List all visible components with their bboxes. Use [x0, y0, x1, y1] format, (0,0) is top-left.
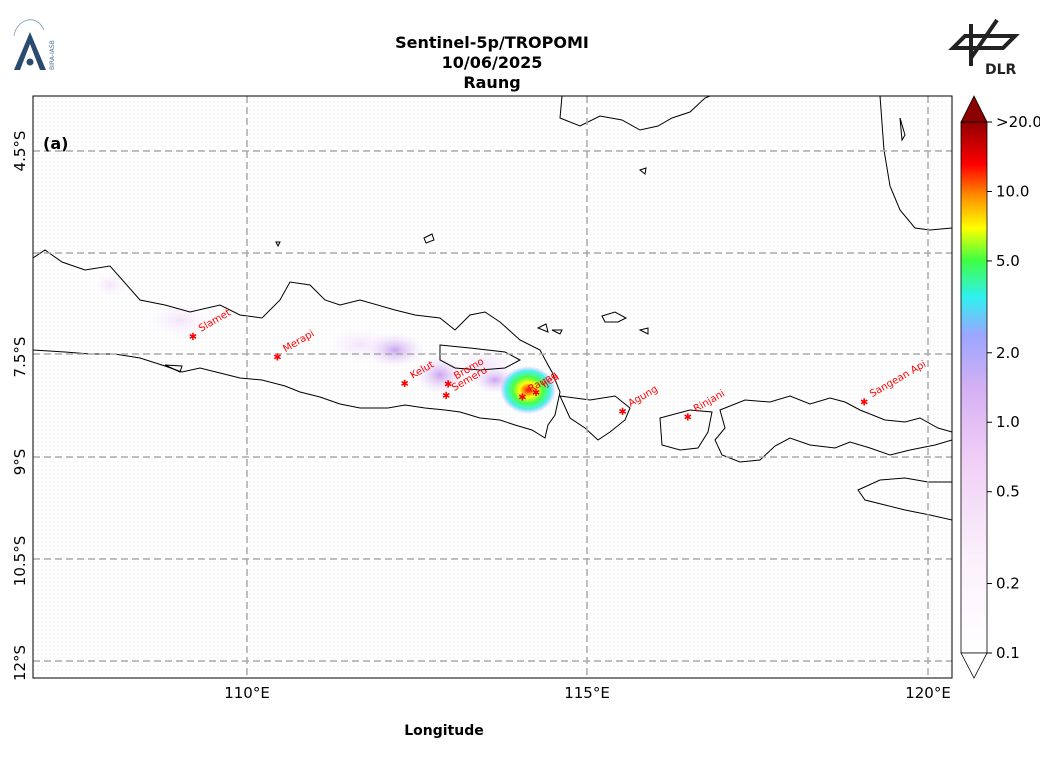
java-island — [33, 249, 561, 439]
colorbar-tick-label: 10.0 — [996, 182, 1029, 200]
volcano-marker-merapi: ✱ — [273, 352, 281, 363]
plot-title: Sentinel-5p/TROPOMI 10/06/2025 Raung — [292, 33, 692, 93]
colorbar-tick-label: 0.5 — [996, 483, 1020, 501]
volcano-marker-agung: ✱ — [618, 407, 626, 418]
sulawesi-coast — [879, 96, 952, 231]
bira-iasb-text: BIRA-IASB — [49, 40, 56, 70]
map-frame — [32, 95, 953, 679]
lon-tick-115E: 115°E — [564, 684, 610, 702]
so2-plume-layer — [90, 270, 556, 414]
colorbar-bottom-extend — [960, 652, 988, 679]
lat-tick-4.5S: 4.5°S — [11, 131, 29, 172]
lat-tick-7.5S: 7.5°S — [11, 337, 29, 378]
lat-tick-10.5S: 10.5°S — [11, 536, 29, 586]
lat-tick-9S: 9°S — [11, 449, 29, 476]
lat-tick-12S: 12°S — [11, 645, 29, 681]
bali-island — [559, 395, 631, 441]
colorbar-top-extend — [960, 95, 988, 123]
dlr-text: DLR — [985, 62, 1017, 78]
lon-tick-120E: 120°E — [905, 684, 951, 702]
volcano-marker-ijen: ✱ — [532, 388, 540, 399]
title-line-3: Raung — [463, 73, 521, 92]
title-line-1: Sentinel-5p/TROPOMI — [395, 33, 589, 52]
map-gridlines — [33, 96, 952, 678]
madura-island — [439, 344, 522, 371]
colorbar: >20.0 10.0 5.0 2.0 1.0 0.5 0.2 0.1 — [960, 95, 1040, 679]
coastlines — [33, 96, 952, 521]
volcano-marker-raung: ✱ — [518, 393, 526, 404]
x-axis-label: Longitude — [404, 723, 484, 739]
panel-label: (a) — [43, 134, 68, 153]
volcano-marker-sangean-api: ✱ — [860, 397, 868, 408]
colorbar-tick-label: 1.0 — [996, 413, 1020, 431]
bira-iasb-logo: BIRA-IASB — [13, 19, 56, 70]
borneo-coast — [559, 96, 711, 131]
volcano-marker-slamet: ✱ — [189, 332, 197, 343]
volcano-marker-bromo: ✱ — [444, 380, 452, 391]
sumbawa-island — [714, 395, 952, 463]
title-line-2: 10/06/2025 — [441, 53, 543, 72]
volcano-marker-semeru: ✱ — [442, 391, 450, 402]
dlr-logo: DLR — [948, 18, 1020, 78]
colorbar-gradient — [960, 121, 988, 654]
colorbar-tick-label: >20.0 — [996, 113, 1040, 131]
volcano-marker-kelut: ✱ — [400, 379, 408, 390]
colorbar-tick-label: 0.2 — [996, 575, 1020, 593]
volcano-marker-rinjani: ✱ — [684, 412, 692, 423]
lombok-island — [659, 409, 713, 451]
colorbar-tick-label: 5.0 — [996, 252, 1020, 270]
lon-tick-110E: 110°E — [224, 684, 270, 702]
colorbar-tick-label: 0.1 — [996, 644, 1020, 662]
colorbar-tick-label: 2.0 — [996, 344, 1020, 362]
